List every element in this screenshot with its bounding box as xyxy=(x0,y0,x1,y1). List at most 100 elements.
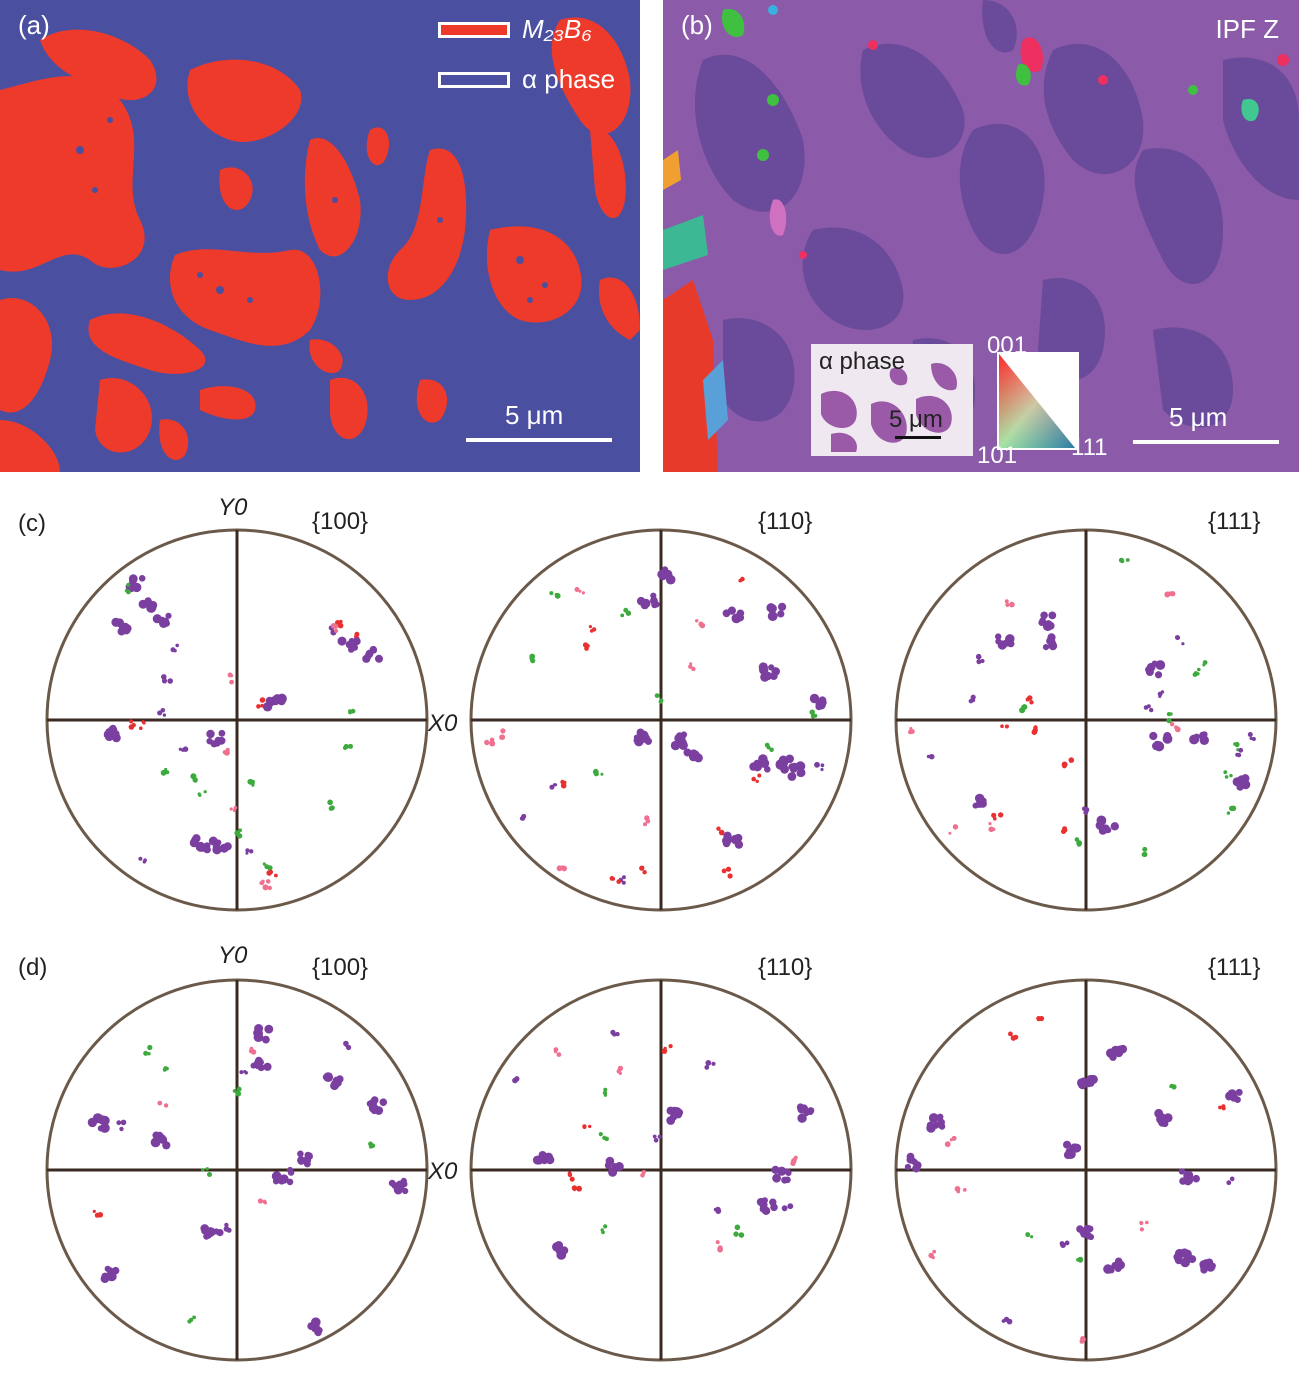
pole-spot xyxy=(591,627,597,632)
pole-spot xyxy=(142,720,146,725)
pole-spot xyxy=(621,880,626,885)
pole-spot xyxy=(287,1169,295,1176)
pole-spot xyxy=(1205,1261,1216,1272)
pole-spot xyxy=(751,776,756,782)
pole-spot xyxy=(256,704,261,709)
pole-spot xyxy=(1063,1140,1071,1149)
pole-spot xyxy=(768,664,775,671)
pole-spot xyxy=(752,762,763,772)
pole-spot xyxy=(778,602,787,611)
pole-spot xyxy=(207,1172,212,1177)
pole-spot xyxy=(97,1115,107,1125)
legend-swatch-alpha xyxy=(438,71,510,88)
pole-spot xyxy=(1009,601,1015,608)
pole-spot xyxy=(239,1070,244,1075)
pole-spot xyxy=(205,1167,209,1171)
pole-spot xyxy=(157,1100,163,1106)
pole-spot xyxy=(1179,1248,1190,1258)
pole-spot xyxy=(297,1157,305,1165)
pole-spot xyxy=(988,822,992,826)
pole-spot xyxy=(1036,1017,1041,1022)
pole-spot xyxy=(262,1199,267,1204)
pole-spot xyxy=(1030,1235,1034,1239)
pole-spot xyxy=(1114,1265,1122,1272)
pole-spot xyxy=(144,597,152,605)
pole-spot xyxy=(948,831,952,835)
pole-spot xyxy=(1083,810,1089,816)
pole-spot xyxy=(689,749,698,758)
pole-spot xyxy=(931,1256,935,1260)
pole-spot xyxy=(266,870,273,876)
pole-spot xyxy=(328,806,334,811)
pole-spot xyxy=(815,699,825,709)
pole-spot xyxy=(111,617,121,627)
pole-spot xyxy=(1155,660,1166,670)
pole-spot xyxy=(223,1226,230,1232)
scale-bar-b xyxy=(1133,440,1279,444)
pole-spot xyxy=(402,1187,409,1195)
pole-spot xyxy=(1233,742,1237,746)
pole-spot xyxy=(253,1032,264,1042)
pole-spot xyxy=(766,603,776,613)
pole-spot xyxy=(249,849,254,854)
pole-spot xyxy=(598,1132,603,1137)
pole-spot xyxy=(1145,668,1154,676)
pole-spot xyxy=(1048,611,1057,620)
inset-title: α phase xyxy=(819,348,905,375)
row-c-pole-figures xyxy=(45,528,1278,912)
pole-spot xyxy=(640,733,650,743)
pole-spot xyxy=(1184,1176,1194,1185)
pole-spot xyxy=(297,1150,304,1158)
pole-spot xyxy=(1142,851,1148,857)
pole-spot xyxy=(1153,740,1161,747)
pole-spot xyxy=(556,1052,562,1057)
pole-spot xyxy=(286,1178,294,1186)
pole-spot xyxy=(581,591,586,595)
panel-b-title: IPF Z xyxy=(1215,14,1279,44)
pole-spot xyxy=(554,783,558,787)
pole-spot xyxy=(143,858,147,862)
pole-spot xyxy=(238,828,243,833)
inset-scale-label: 5 μm xyxy=(889,406,943,433)
pole-spot xyxy=(181,748,185,752)
pole-spot xyxy=(1164,591,1171,598)
pole-spot xyxy=(975,793,985,804)
pole-spot xyxy=(574,587,580,592)
pole-spot xyxy=(175,643,179,648)
pole-spot xyxy=(1008,1031,1013,1037)
pole-spot xyxy=(1160,690,1165,694)
pole-spot xyxy=(715,1208,722,1214)
pole-spot xyxy=(105,1271,115,1281)
pole-spot xyxy=(1171,1084,1177,1090)
pole-spot xyxy=(695,619,699,623)
pole-spot xyxy=(191,773,197,779)
pole-spot xyxy=(1007,639,1015,648)
pole-spot xyxy=(337,622,344,629)
pole-spot xyxy=(691,666,696,672)
pole-spot xyxy=(1079,1259,1083,1263)
pole-spot xyxy=(323,1072,334,1082)
pole-spot xyxy=(722,839,731,848)
pole-spot xyxy=(1048,640,1057,649)
pole-figure-2 xyxy=(469,978,853,1362)
row-c-figure-110: {110} xyxy=(758,508,813,535)
pole-spot xyxy=(1081,806,1087,812)
pole-spot xyxy=(1044,620,1053,628)
pole-spot xyxy=(1224,775,1229,779)
pole-spot xyxy=(138,856,143,861)
pole-spot xyxy=(582,1125,587,1130)
pole-spot xyxy=(343,1040,349,1047)
pole-figure-1 xyxy=(45,978,429,1362)
legend-alpha: α phase xyxy=(438,64,615,95)
pole-spot xyxy=(267,885,272,891)
pole-spot xyxy=(124,588,129,593)
pole-spot xyxy=(147,1052,151,1056)
pole-spot xyxy=(962,1188,967,1192)
pole-spot xyxy=(337,636,347,646)
pole-spot xyxy=(216,1229,224,1237)
pole-spot xyxy=(265,879,271,884)
legend-swatch-m23b6 xyxy=(438,21,510,38)
pole-spot xyxy=(711,1061,716,1066)
pole-spot xyxy=(972,802,979,809)
pole-spot xyxy=(797,1113,807,1123)
